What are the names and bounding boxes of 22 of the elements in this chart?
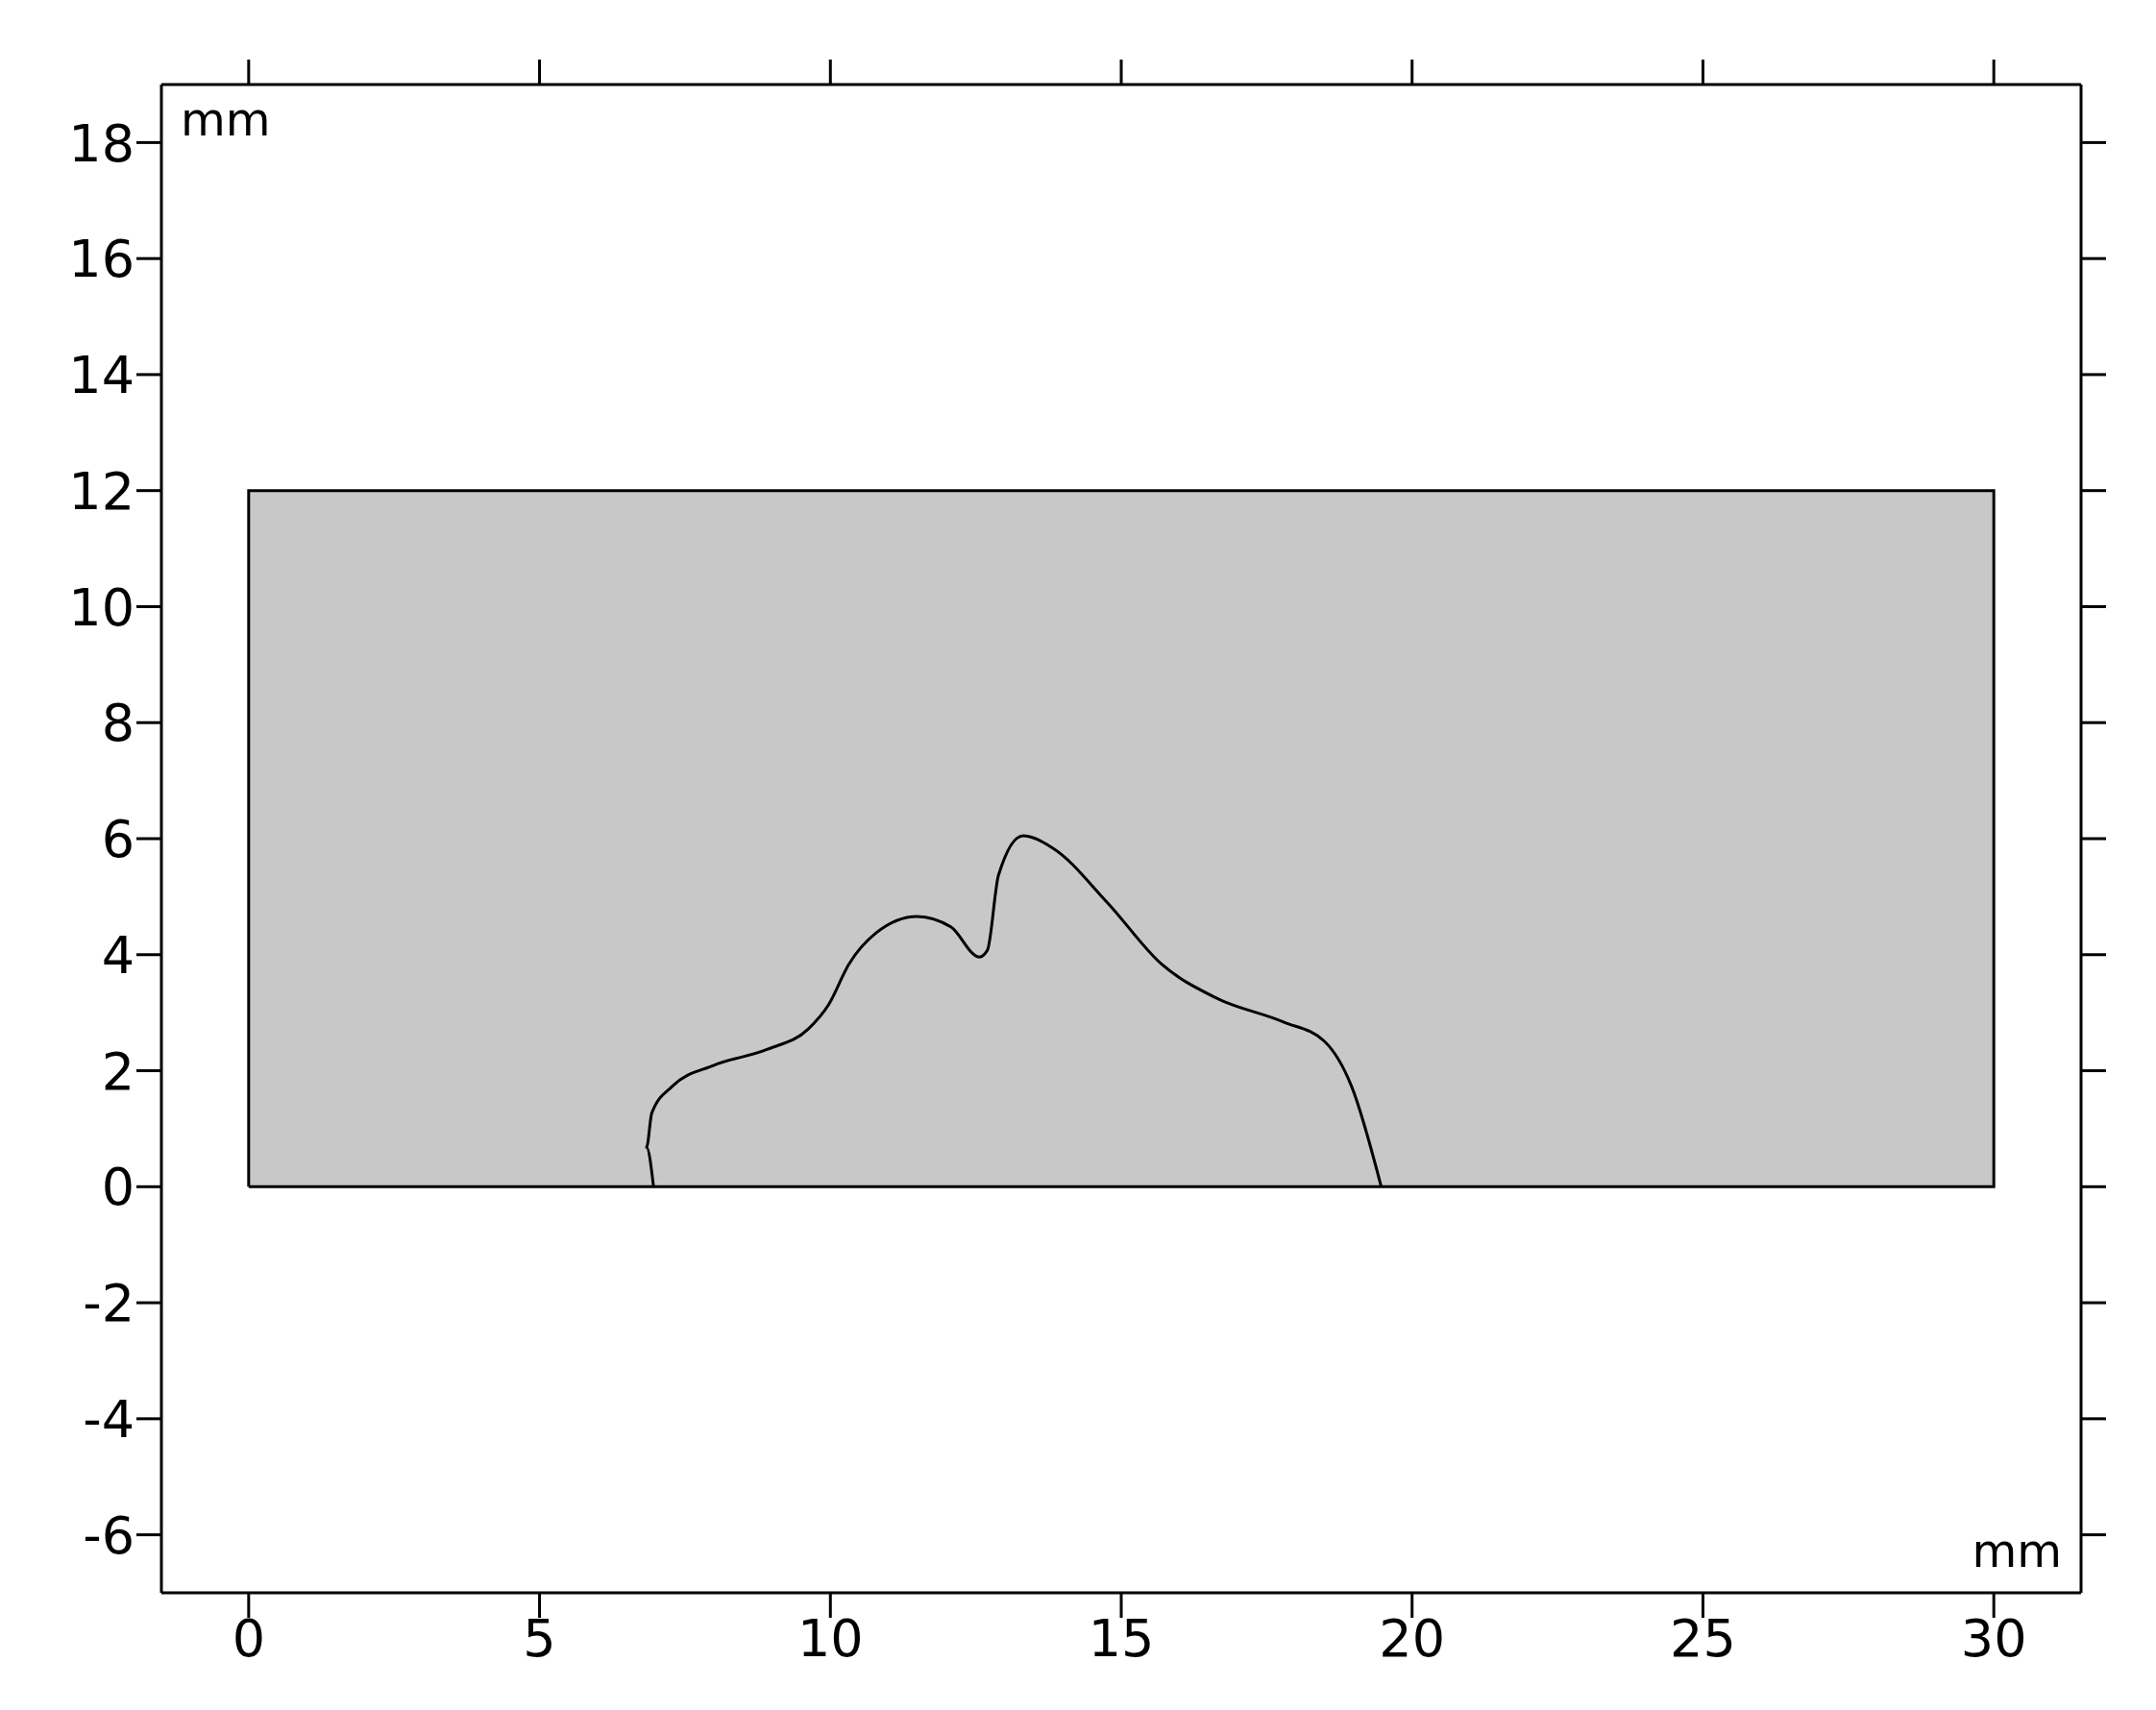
- y-tick-label: 10: [68, 576, 135, 638]
- y-tick-label: 2: [101, 1040, 135, 1102]
- y-tick-label: -4: [83, 1389, 135, 1451]
- x-tick-label: 30: [1960, 1608, 2027, 1670]
- x-axis-title: mm: [1972, 1524, 2062, 1577]
- x-tick-label: 15: [1088, 1608, 1155, 1670]
- y-tick-label: -2: [83, 1273, 135, 1334]
- y-tick-label: 8: [101, 693, 135, 754]
- y-tick-label: 4: [101, 924, 135, 986]
- y-tick-label: 14: [68, 345, 135, 406]
- x-tick-label: 10: [796, 1608, 864, 1670]
- x-tick-label: 20: [1379, 1608, 1446, 1670]
- y-tick-label: -6: [83, 1504, 135, 1566]
- y-tick-label: 6: [101, 809, 135, 870]
- y-axis-title: mm: [181, 92, 271, 146]
- y-tick-label: 18: [68, 112, 135, 174]
- x-tick-label: 5: [523, 1608, 556, 1670]
- x-tick-label: 0: [232, 1608, 265, 1670]
- y-tick-label: 12: [68, 460, 135, 522]
- x-tick-label: 25: [1670, 1608, 1736, 1670]
- y-tick-label: 0: [101, 1157, 135, 1218]
- y-tick-label: 16: [68, 229, 135, 290]
